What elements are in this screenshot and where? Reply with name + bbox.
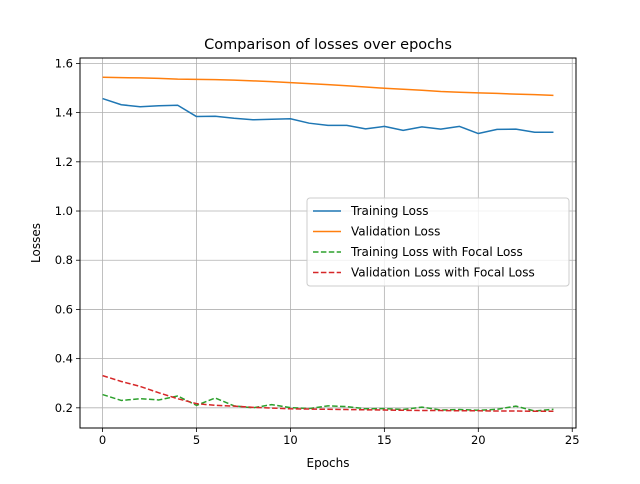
y-axis-label: Losses <box>29 223 43 263</box>
series-lines <box>102 76 554 413</box>
y-tick-label: 0.4 <box>55 352 73 366</box>
plot-frame <box>79 57 577 429</box>
y-tick-label: 1.0 <box>55 204 73 218</box>
y-tick-label: 0.8 <box>55 253 73 267</box>
y-tick-label: 1.6 <box>55 56 73 70</box>
legend-label: Training Loss with Focal Loss <box>350 245 523 259</box>
x-tick-label: 0 <box>99 433 106 447</box>
series-line <box>102 374 554 413</box>
y-tick-label: 0.2 <box>55 401 73 415</box>
legend: Training Loss Validation Loss Training Los… <box>306 197 570 287</box>
legend-label: Validation Loss with Focal Loss <box>351 266 535 280</box>
y-tick-label: 1.4 <box>55 106 73 120</box>
x-tick-label: 10 <box>283 433 298 447</box>
legend-box <box>306 197 570 287</box>
x-tick-label: 5 <box>193 433 200 447</box>
x-tick-label: 25 <box>565 433 580 447</box>
x-tick-label: 15 <box>377 433 392 447</box>
series-line <box>102 97 554 135</box>
x-axis-label: Epochs <box>307 456 350 470</box>
legend-label: Training Loss <box>350 204 428 218</box>
x-tick-label: 20 <box>471 433 486 447</box>
legend-label: Validation Loss <box>351 225 440 239</box>
y-tick-label: 0.6 <box>55 302 73 316</box>
axis-ticks: 0 5 10 15 20 25 0.2 0.4 0.6 0.8 1.0 1.2 1.4 1.6 <box>55 56 580 447</box>
chart-title: Comparison of losses over epochs <box>204 37 452 53</box>
y-tick-label: 1.2 <box>55 155 73 169</box>
series-line <box>102 76 554 97</box>
